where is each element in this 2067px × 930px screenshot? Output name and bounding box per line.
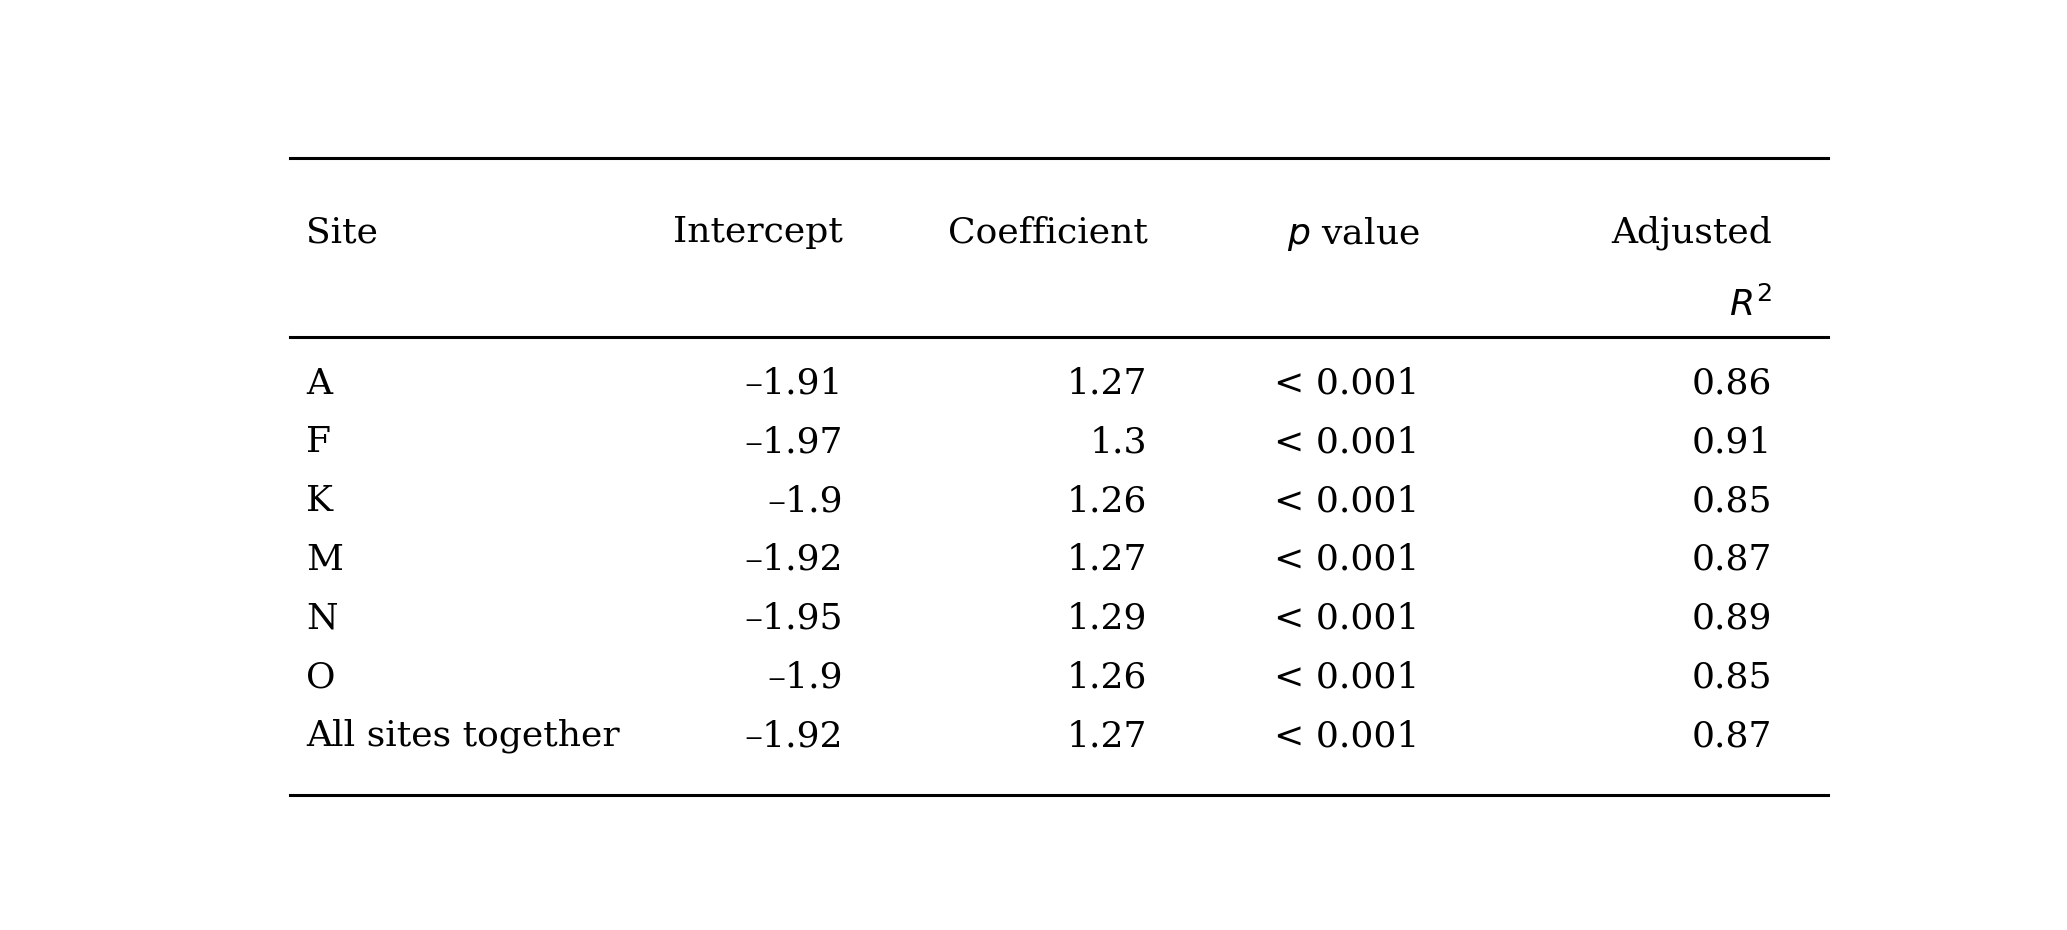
Text: N: N bbox=[306, 602, 339, 635]
Text: 0.87: 0.87 bbox=[1691, 719, 1771, 753]
Text: Site: Site bbox=[306, 216, 378, 249]
Text: 1.29: 1.29 bbox=[1067, 602, 1147, 635]
Text: 1.27: 1.27 bbox=[1067, 366, 1147, 401]
Text: < 0.001: < 0.001 bbox=[1275, 485, 1420, 518]
Text: < 0.001: < 0.001 bbox=[1275, 719, 1420, 753]
Text: M: M bbox=[306, 543, 343, 577]
Text: 0.85: 0.85 bbox=[1691, 485, 1771, 518]
Text: $p$ value: $p$ value bbox=[1288, 216, 1420, 254]
Text: < 0.001: < 0.001 bbox=[1275, 660, 1420, 695]
Text: F: F bbox=[306, 425, 331, 459]
Text: A: A bbox=[306, 366, 333, 401]
Text: 0.86: 0.86 bbox=[1691, 366, 1771, 401]
Text: $R^2$: $R^2$ bbox=[1728, 287, 1771, 324]
Text: All sites together: All sites together bbox=[306, 719, 620, 753]
Text: 0.87: 0.87 bbox=[1691, 543, 1771, 577]
Text: –1.9: –1.9 bbox=[767, 485, 843, 518]
Text: Adjusted: Adjusted bbox=[1612, 216, 1771, 250]
Text: –1.95: –1.95 bbox=[744, 602, 843, 635]
Text: 1.27: 1.27 bbox=[1067, 543, 1147, 577]
Text: O: O bbox=[306, 660, 337, 695]
Text: < 0.001: < 0.001 bbox=[1275, 366, 1420, 401]
Text: 1.26: 1.26 bbox=[1067, 485, 1147, 518]
Text: < 0.001: < 0.001 bbox=[1275, 543, 1420, 577]
Text: –1.91: –1.91 bbox=[744, 366, 843, 401]
Text: 0.89: 0.89 bbox=[1691, 602, 1771, 635]
Text: 1.27: 1.27 bbox=[1067, 719, 1147, 753]
Text: Coefficient: Coefficient bbox=[947, 216, 1147, 249]
Text: 0.85: 0.85 bbox=[1691, 660, 1771, 695]
Text: –1.9: –1.9 bbox=[767, 660, 843, 695]
Text: –1.92: –1.92 bbox=[744, 543, 843, 577]
Text: < 0.001: < 0.001 bbox=[1275, 602, 1420, 635]
Text: Intercept: Intercept bbox=[674, 216, 843, 249]
Text: 1.26: 1.26 bbox=[1067, 660, 1147, 695]
Text: –1.92: –1.92 bbox=[744, 719, 843, 753]
Text: 1.3: 1.3 bbox=[1089, 425, 1147, 459]
Text: 0.91: 0.91 bbox=[1691, 425, 1771, 459]
Text: K: K bbox=[306, 485, 333, 518]
Text: < 0.001: < 0.001 bbox=[1275, 425, 1420, 459]
Text: –1.97: –1.97 bbox=[744, 425, 843, 459]
